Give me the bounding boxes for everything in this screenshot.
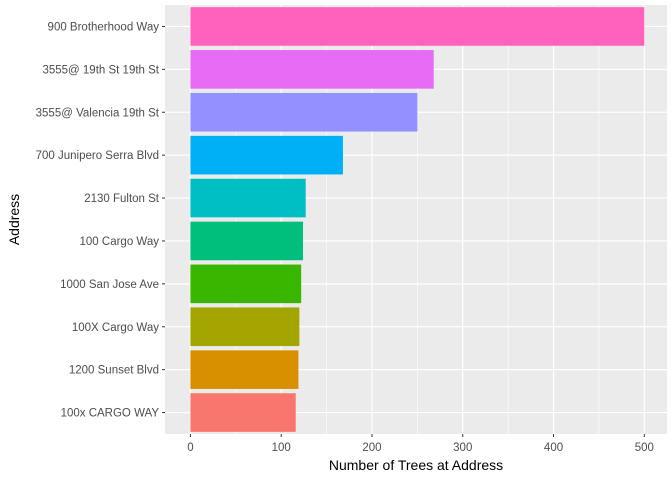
bar-700-junipero-serra-blvd	[190, 135, 343, 175]
bar-3555-19th-st-19th-st	[190, 50, 434, 89]
y-tick-label: 2130 Fulton St	[84, 193, 160, 205]
y-tick-label: 900 Brotherhood Way	[48, 21, 160, 33]
y-tick-label: 100X Cargo Way	[72, 322, 159, 334]
x-tick-label: 500	[635, 442, 654, 454]
x-tick-label: 300	[453, 442, 472, 454]
y-axis-title: Address	[6, 194, 22, 245]
y-tick-label: 1200 Sunset Blvd	[69, 365, 159, 377]
bar-1200-sunset-blvd	[190, 350, 299, 389]
y-tick-label: 3555@ 19th St 19th St	[42, 64, 159, 76]
y-tick-label: 100 Cargo Way	[80, 236, 160, 248]
bar-1000-san-jose-ave	[190, 264, 302, 304]
bar-2130-fulton-st	[190, 178, 306, 218]
x-axis-title: Number of Trees at Address	[329, 457, 503, 473]
x-tick-label: 0	[187, 442, 193, 454]
bar-100x-cargo-way	[190, 307, 300, 347]
y-tick-label: 3555@ Valencia 19th St	[36, 107, 160, 119]
y-tick-label: 700 Junipero Serra Blvd	[36, 150, 159, 162]
bar-3555-valencia-19th-st	[190, 92, 418, 132]
bar-100x-cargo-way	[190, 393, 296, 432]
x-tick-label: 200	[362, 442, 381, 454]
x-tick-label: 400	[544, 442, 563, 454]
bar-100-cargo-way	[190, 221, 303, 261]
y-tick-label: 100x CARGO WAY	[61, 408, 160, 420]
bar-900-brotherhood-way	[190, 7, 645, 46]
y-tick-label: 1000 San Jose Ave	[60, 279, 159, 291]
x-tick-label: 100	[272, 442, 291, 454]
